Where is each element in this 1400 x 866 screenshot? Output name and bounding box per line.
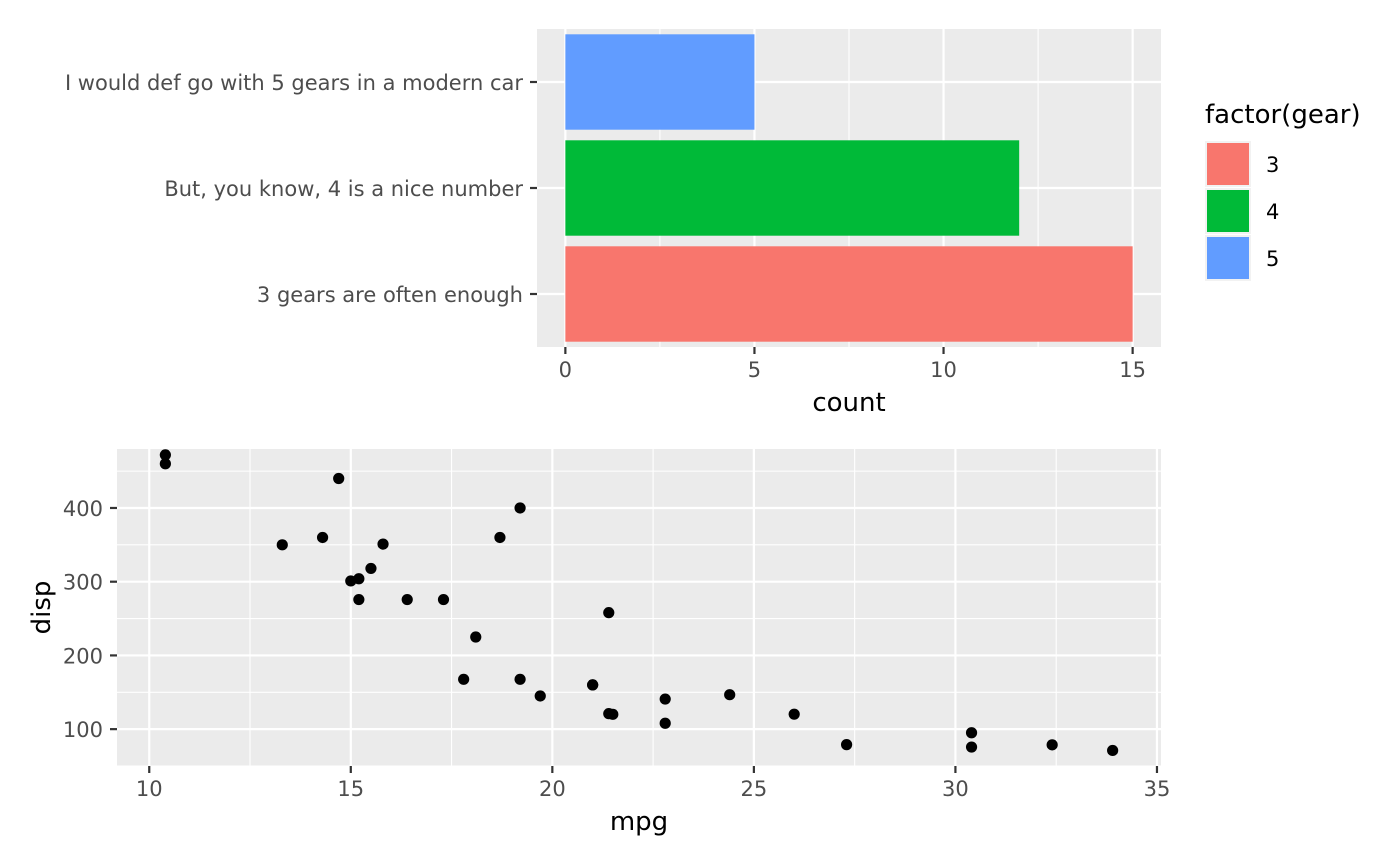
data-point bbox=[514, 673, 526, 685]
y-tick-label: 200 bbox=[63, 644, 103, 668]
data-point bbox=[159, 458, 171, 470]
x-tick-label: 15 bbox=[337, 777, 364, 801]
data-point bbox=[377, 538, 389, 550]
legend-title: factor(gear) bbox=[1205, 100, 1361, 130]
data-point bbox=[316, 531, 329, 544]
y-axis-title: disp bbox=[27, 581, 57, 635]
data-point bbox=[353, 593, 365, 606]
data-point bbox=[659, 693, 671, 705]
y-tick-label: 400 bbox=[63, 497, 103, 521]
data-point bbox=[1107, 744, 1119, 757]
legend-label-4: 4 bbox=[1266, 200, 1279, 224]
data-point bbox=[603, 607, 615, 619]
data-point bbox=[965, 727, 978, 739]
x-tick-label: 30 bbox=[942, 777, 969, 801]
x-axis-title: count bbox=[812, 388, 885, 418]
data-point bbox=[603, 708, 615, 720]
x-tick-label: 15 bbox=[1119, 358, 1146, 382]
x-tick-label: 10 bbox=[930, 358, 957, 382]
scatter-panel-background bbox=[117, 449, 1161, 766]
y-tick-label: I would def go with 5 gears in a modern … bbox=[65, 71, 523, 95]
data-point bbox=[840, 739, 853, 751]
data-point bbox=[514, 502, 526, 514]
bar-5-gears bbox=[565, 34, 755, 130]
x-tick-label: 10 bbox=[136, 777, 163, 801]
x-tick-label: 35 bbox=[1144, 777, 1171, 801]
data-point bbox=[724, 689, 736, 701]
data-point bbox=[458, 673, 470, 685]
legend-key-5 bbox=[1207, 237, 1249, 279]
x-tick-label: 5 bbox=[748, 358, 761, 382]
data-point bbox=[1046, 739, 1058, 751]
x-tick-label: 0 bbox=[559, 358, 572, 382]
data-point bbox=[788, 708, 800, 720]
y-tick-label: 300 bbox=[63, 571, 103, 595]
bar-4-gears bbox=[565, 140, 1020, 236]
legend-key-3 bbox=[1207, 143, 1249, 185]
legend-label-5: 5 bbox=[1266, 247, 1279, 271]
x-tick-label: 25 bbox=[741, 777, 768, 801]
data-point bbox=[365, 562, 377, 575]
legend-key-4 bbox=[1207, 190, 1249, 232]
bar-3-gears bbox=[565, 246, 1133, 342]
data-point bbox=[345, 575, 357, 587]
data-point bbox=[437, 593, 450, 606]
data-point bbox=[965, 741, 978, 753]
data-point bbox=[159, 449, 171, 461]
data-point bbox=[276, 539, 288, 551]
y-tick-label: 100 bbox=[63, 718, 103, 742]
y-tick-label: But, you know, 4 is a nice number bbox=[164, 177, 523, 201]
y-tick-label: 3 gears are often enough bbox=[257, 283, 523, 307]
data-point bbox=[534, 690, 546, 702]
scatter-chart: 10 15 20 25 30 35 100 200 300 400 mpg disp bbox=[27, 449, 1170, 837]
data-point bbox=[494, 531, 506, 544]
data-point bbox=[587, 679, 599, 691]
x-axis-title: mpg bbox=[610, 807, 668, 837]
legend: factor(gear) 3 4 5 bbox=[1205, 100, 1361, 281]
bar-chart: 3 gears are often enough But, you know, 4… bbox=[65, 29, 1161, 418]
data-point bbox=[333, 472, 345, 485]
legend-label-3: 3 bbox=[1266, 153, 1279, 177]
data-point bbox=[470, 631, 482, 643]
x-tick-label: 20 bbox=[539, 777, 566, 801]
data-point bbox=[659, 717, 671, 729]
data-point bbox=[401, 593, 413, 606]
